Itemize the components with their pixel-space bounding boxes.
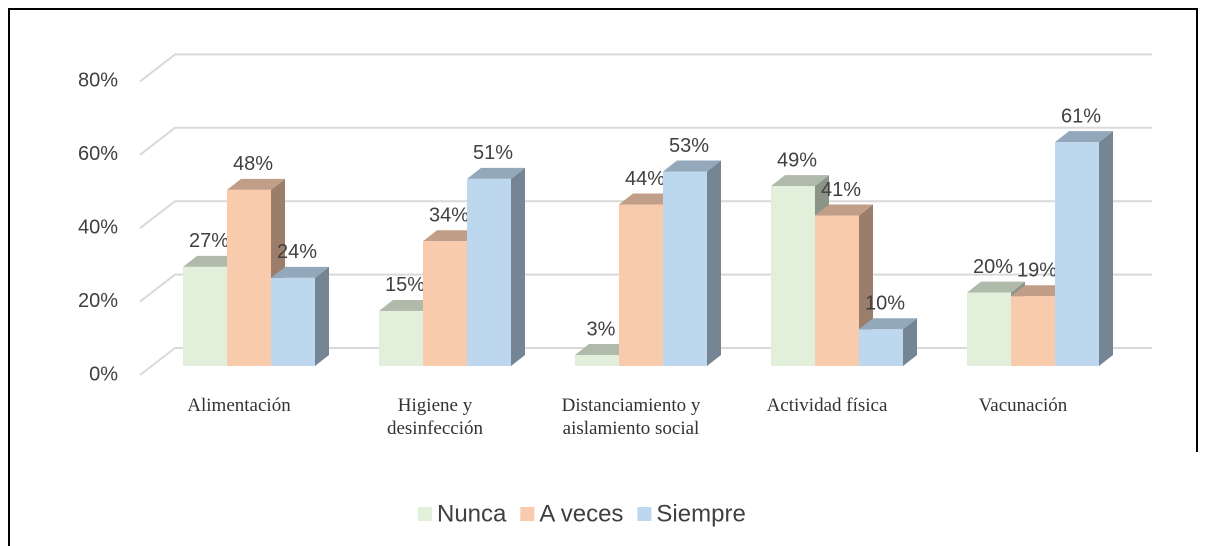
- value-label: 44%: [625, 168, 665, 190]
- grid-line: [139, 126, 1152, 156]
- legend-swatch: [418, 507, 432, 521]
- grid-line: [139, 53, 1152, 83]
- value-label: 24%: [277, 241, 317, 263]
- bar-side: [903, 318, 917, 366]
- bar-front: [1055, 142, 1099, 366]
- y-tick-label: 80%: [78, 70, 118, 92]
- bar-top: [575, 343, 633, 355]
- value-label: 41%: [821, 179, 861, 201]
- legend-label: A veces: [539, 500, 623, 527]
- value-label: 15%: [385, 274, 425, 296]
- value-label: 27%: [189, 230, 229, 252]
- legend-label: Nunca: [437, 500, 507, 527]
- bar: [379, 299, 437, 366]
- bar-front: [771, 186, 815, 366]
- value-label: 3%: [587, 318, 616, 340]
- frame: [8, 8, 1198, 546]
- value-label: 53%: [669, 135, 709, 157]
- bar-front: [1011, 296, 1055, 366]
- y-tick-label: 60%: [78, 143, 118, 165]
- bar-top: [423, 230, 481, 242]
- bar: [815, 204, 873, 366]
- bar-top: [967, 281, 1025, 293]
- bar: [1055, 131, 1113, 366]
- bar-top: [183, 255, 241, 267]
- x-tick-label: Distanciamiento y aislamiento social: [561, 395, 701, 439]
- bar-side: [1099, 131, 1113, 366]
- bar-front: [379, 310, 423, 366]
- legend-label: Siempre: [656, 500, 745, 527]
- bar-side: [707, 160, 721, 366]
- bar-front: [227, 189, 271, 366]
- bar-side: [511, 167, 525, 366]
- bar-top: [663, 160, 721, 172]
- bar-top: [815, 204, 873, 216]
- bar-top: [1055, 131, 1113, 143]
- bar-top: [227, 178, 285, 190]
- value-label: 51%: [473, 142, 513, 164]
- bar-front: [663, 171, 707, 366]
- bar-top: [379, 299, 437, 311]
- bar-top: [619, 193, 677, 205]
- bar-front: [423, 241, 467, 366]
- bar-top: [467, 167, 525, 179]
- x-tick-label: Higiene y desinfección: [386, 395, 483, 439]
- value-label: 10%: [865, 293, 905, 315]
- bar: [859, 318, 917, 366]
- bar-front: [967, 292, 1011, 366]
- y-tick-label: 0%: [89, 363, 118, 385]
- bar-top: [1011, 285, 1069, 297]
- bar-top: [859, 318, 917, 330]
- bar: [467, 167, 525, 366]
- bar-top: [771, 175, 829, 187]
- bar-front: [859, 329, 903, 366]
- value-label: 19%: [1017, 260, 1057, 282]
- bar-front: [467, 178, 511, 366]
- bar-front: [815, 215, 859, 366]
- legend-swatch: [520, 507, 535, 521]
- legend-swatch: [637, 507, 652, 521]
- x-tick-label: Actividad física: [766, 395, 888, 416]
- value-label: 34%: [429, 205, 469, 227]
- bar: [663, 160, 721, 366]
- x-tick-label: Alimentación: [187, 395, 291, 416]
- bar-top: [271, 266, 329, 278]
- value-label: 49%: [777, 149, 817, 171]
- y-tick-label: 40%: [78, 216, 118, 238]
- value-label: 61%: [1061, 105, 1101, 127]
- bar-front: [575, 354, 619, 366]
- bar-front: [619, 204, 663, 366]
- y-tick-label: 20%: [78, 290, 118, 312]
- bar-front: [183, 266, 227, 366]
- value-label: 48%: [233, 153, 273, 175]
- x-tick-label: Vacunación: [978, 395, 1068, 416]
- value-label: 20%: [973, 256, 1013, 278]
- bar-side: [315, 266, 329, 366]
- bar-front: [271, 277, 315, 366]
- bar: [271, 266, 329, 366]
- bar: [227, 178, 285, 366]
